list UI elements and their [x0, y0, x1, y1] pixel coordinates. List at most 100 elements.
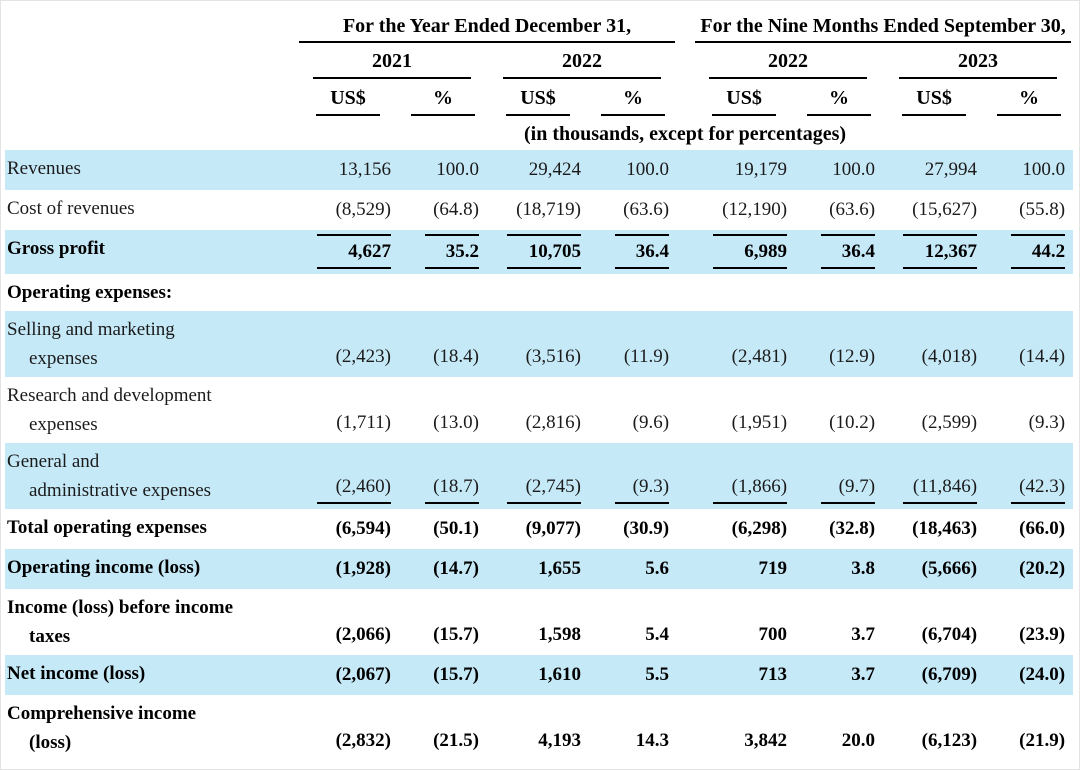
cell-value: (20.2) [1019, 558, 1066, 579]
column-spacer [677, 190, 693, 230]
value-cell-percent: (42.3) [985, 443, 1073, 509]
cell-value: 5.4 [645, 624, 670, 645]
percent-header: % [399, 79, 487, 116]
cell-value: (13.0) [433, 412, 479, 433]
cell-value: 36.4 [821, 234, 876, 269]
cell-value: (6,123) [921, 730, 978, 751]
row-label-line: expenses [29, 414, 98, 435]
value-cell-usd: (8,529) [297, 190, 399, 230]
cell-value: 36.4 [615, 234, 670, 269]
table-row: Operating expenses: [5, 274, 1073, 311]
value-cell-percent: 100.0 [399, 150, 487, 190]
row-label-line: Revenues [7, 158, 81, 179]
cell-value: 5.6 [645, 558, 670, 579]
cell-value: (30.9) [623, 518, 670, 539]
row-label: Income (loss) before income taxes [5, 589, 297, 655]
cell-value: (4,018) [921, 346, 978, 367]
row-label-line: Research and development [7, 385, 212, 406]
cell-value: (10.2) [829, 412, 876, 433]
cell-value: 100.0 [626, 159, 670, 180]
value-cell-usd: 10,705 [487, 230, 589, 274]
unit-header-row: US$ % US$ % US$ % US$ % [5, 79, 1073, 116]
row-label-line: Net income (loss) [7, 663, 146, 684]
cell-value: 100.0 [832, 159, 876, 180]
value-cell-percent: (24.0) [985, 655, 1073, 695]
row-label-line: General and [7, 451, 100, 472]
cell-value: (2,745) [507, 471, 581, 504]
cell-value: 5.5 [645, 664, 670, 685]
table-row: Gross profit 4,627 35.2 10,705 36.4 6,989 36.4… [5, 230, 1074, 274]
percent-header: % [795, 79, 883, 116]
value-cell-percent: 100.0 [795, 150, 883, 190]
row-label: Net income (loss) [5, 655, 297, 695]
value-cell-usd: 27,994 [883, 150, 985, 190]
cell-value: 719 [758, 558, 788, 579]
value-cell-usd [883, 274, 985, 311]
row-label-line: Selling and marketing [7, 319, 175, 340]
value-cell-percent: (14.7) [399, 549, 487, 589]
value-cell-usd: (6,709) [883, 655, 985, 695]
value-cell-usd: (4,018) [883, 311, 985, 377]
cell-value: (3,516) [525, 346, 581, 367]
cell-value: (15.7) [433, 624, 479, 645]
year-header-2022: 2022 [487, 43, 677, 79]
year-label: 2021 [313, 50, 471, 79]
value-cell-usd: (1,951) [693, 377, 795, 443]
cell-value: (9.3) [1028, 412, 1066, 433]
column-spacer [677, 443, 693, 509]
currency-header: US$ [297, 79, 399, 116]
row-label: Revenues [5, 150, 297, 190]
value-cell-usd: 6,989 [693, 230, 795, 274]
value-cell-usd: (2,599) [883, 377, 985, 443]
value-cell-percent: 36.4 [795, 230, 883, 274]
cell-value: (66.0) [1019, 518, 1066, 539]
value-cell-percent: (66.0) [985, 509, 1073, 549]
row-label-line: (loss) [29, 732, 72, 753]
row-label-line: expenses [29, 348, 98, 369]
value-cell-usd: 13,156 [297, 150, 399, 190]
cell-value: (9,077) [525, 518, 581, 539]
cell-value: (2,423) [335, 346, 391, 367]
value-cell-usd: (2,460) [297, 443, 399, 509]
value-cell-percent: (18.4) [399, 311, 487, 377]
year-label: 2023 [899, 50, 1058, 79]
value-cell-percent: (23.9) [985, 589, 1073, 655]
cell-value: (1,928) [335, 558, 391, 579]
value-cell-usd: 3,842 [693, 695, 795, 761]
value-cell-usd [297, 274, 399, 311]
value-cell-usd: (6,594) [297, 509, 399, 549]
cell-value: (23.9) [1019, 624, 1066, 645]
table-row: Selling and marketing expenses (2,423) (18.… [5, 311, 1074, 377]
column-spacer [677, 274, 693, 311]
value-cell-usd: 1,598 [487, 589, 589, 655]
value-cell-percent: (55.8) [985, 190, 1073, 230]
row-label: Comprehensive income (loss) [5, 695, 297, 761]
value-cell-usd [693, 274, 795, 311]
value-cell-percent: (15.7) [399, 589, 487, 655]
value-cell-usd: 12,367 [883, 230, 985, 274]
cell-value: 20.0 [841, 730, 876, 751]
value-cell-usd: (5,666) [883, 549, 985, 589]
value-cell-usd: 713 [693, 655, 795, 695]
value-cell-percent [589, 274, 677, 311]
value-cell-percent: 36.4 [589, 230, 677, 274]
cell-value: (12.9) [829, 346, 876, 367]
row-label-line: Comprehensive income [7, 703, 197, 724]
cell-value: (2,832) [335, 730, 391, 751]
value-cell-percent: (32.8) [795, 509, 883, 549]
cell-value: (2,481) [731, 346, 788, 367]
cell-value: 1,598 [538, 624, 581, 645]
cell-value: 29,424 [528, 159, 581, 180]
value-cell-percent: (9.6) [589, 377, 677, 443]
cell-value: (9.3) [615, 471, 670, 504]
cell-value: 35.2 [425, 234, 479, 269]
cell-value: 12,367 [903, 234, 978, 269]
cell-value: (2,816) [525, 412, 581, 433]
column-spacer [677, 230, 693, 274]
cell-value: (15.7) [433, 664, 479, 685]
column-spacer [677, 377, 693, 443]
units-note: (in thousands, except for percentages) [524, 123, 847, 145]
cell-value: (1,951) [731, 412, 788, 433]
currency-header: US$ [487, 79, 589, 116]
